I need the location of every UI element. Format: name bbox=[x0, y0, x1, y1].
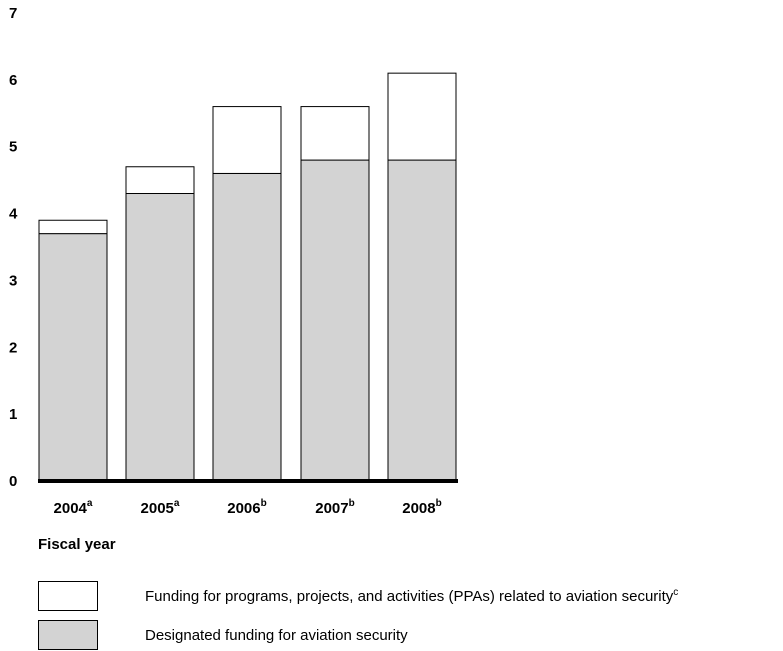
y-axis-ticks: 0 1 2 3 4 5 6 7 bbox=[9, 5, 18, 490]
legend-label-designated: Designated funding for aviation security bbox=[145, 626, 408, 644]
y-tick-label: 0 bbox=[9, 473, 17, 490]
y-tick-label: 7 bbox=[9, 5, 17, 22]
x-tick-label: 2004a bbox=[54, 498, 93, 517]
legend-item-ppa: Funding for programs, projects, and acti… bbox=[38, 581, 678, 611]
legend-swatch-designated bbox=[38, 620, 98, 650]
x-tick-label: 2008b bbox=[402, 498, 441, 517]
x-axis-baseline bbox=[38, 479, 458, 483]
legend-label-ppa: Funding for programs, projects, and acti… bbox=[145, 587, 679, 605]
y-tick-label: 1 bbox=[9, 406, 17, 423]
x-axis-category-labels: 2004a 2005a 2006b 2007b 2008b bbox=[54, 498, 442, 517]
legend-item-designated: Designated funding for aviation security bbox=[38, 620, 408, 650]
bar-designated-funding bbox=[212, 172, 282, 482]
bar-ppa-funding bbox=[125, 166, 195, 195]
bar-ppa-funding bbox=[387, 72, 457, 161]
bar-ppa-funding bbox=[38, 219, 108, 235]
bar-designated-funding bbox=[125, 193, 195, 482]
bar-designated-funding bbox=[387, 159, 457, 482]
x-tick-label: 2006b bbox=[227, 498, 266, 517]
y-tick-label: 5 bbox=[9, 139, 17, 156]
x-tick-label: 2005a bbox=[141, 498, 180, 517]
legend-swatch-ppa bbox=[38, 581, 98, 611]
y-tick-label: 4 bbox=[9, 206, 18, 223]
stacked-bar-chart: 0 1 2 3 4 5 6 7 2004a 2005a 2006b 2007b 2008b bbox=[9, 5, 458, 517]
y-tick-label: 2 bbox=[9, 339, 17, 356]
bar-designated-funding bbox=[300, 159, 370, 482]
x-axis-title: Fiscal year bbox=[38, 536, 116, 553]
x-tick-label: 2007b bbox=[315, 498, 354, 517]
bar-designated-funding bbox=[38, 233, 108, 482]
y-tick-label: 3 bbox=[9, 272, 17, 289]
y-tick-label: 6 bbox=[9, 72, 17, 89]
bars bbox=[38, 72, 457, 482]
bar-ppa-funding bbox=[212, 106, 282, 174]
bar-ppa-funding bbox=[300, 106, 370, 161]
